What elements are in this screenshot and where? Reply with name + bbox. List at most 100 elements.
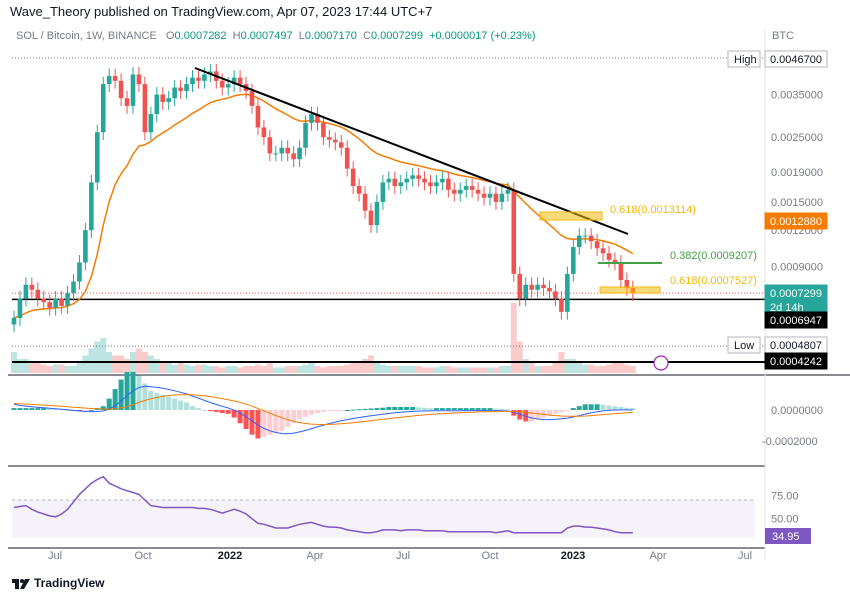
candle-body bbox=[285, 147, 290, 154]
candle-body bbox=[249, 90, 255, 106]
macd-histogram-bar bbox=[600, 404, 606, 410]
macd-histogram-bar bbox=[624, 407, 630, 410]
volume-bar bbox=[338, 366, 345, 373]
footer-brand[interactable]: TradingView bbox=[12, 576, 104, 590]
macd-histogram-bar bbox=[606, 405, 612, 410]
candle-body bbox=[338, 142, 344, 148]
candle-body bbox=[469, 186, 475, 190]
macd-histogram-bar bbox=[29, 408, 35, 410]
candle-body bbox=[71, 281, 76, 294]
candle-body bbox=[315, 114, 320, 123]
price-badge bbox=[764, 352, 828, 370]
candle-body bbox=[124, 98, 130, 106]
candle-body bbox=[410, 175, 415, 179]
high-value: 0.0007497 bbox=[240, 30, 293, 42]
currency-label: BTC bbox=[772, 30, 794, 42]
candle-body bbox=[190, 77, 195, 85]
time-tick-label: Apr bbox=[649, 550, 666, 562]
macd-histogram-bar bbox=[374, 408, 380, 410]
volume-bar bbox=[219, 367, 226, 373]
publisher-line: Wave_Theory published on TradingView.com… bbox=[10, 4, 433, 19]
candle-body bbox=[576, 235, 582, 248]
macd-histogram-bar bbox=[547, 410, 552, 416]
candle-body bbox=[612, 259, 618, 263]
candle-body bbox=[618, 262, 624, 280]
candle-body bbox=[112, 76, 118, 81]
candle-body bbox=[547, 288, 552, 292]
candle-body bbox=[457, 189, 463, 194]
volume-bar bbox=[481, 367, 488, 373]
volume-bar bbox=[225, 366, 232, 373]
macd-histogram-bar bbox=[499, 408, 505, 410]
volume-bar bbox=[623, 364, 630, 373]
price-badge-text: 0.0004807 bbox=[770, 340, 822, 352]
volume-bar bbox=[320, 367, 327, 373]
symbol-name[interactable]: SOL / Bitcoin, 1W, BINANCE bbox=[16, 30, 157, 42]
candle-body bbox=[23, 284, 29, 299]
macd-histogram-bar bbox=[463, 408, 469, 410]
candle-body bbox=[404, 178, 409, 183]
volume-bar bbox=[296, 366, 303, 373]
volume-bar bbox=[457, 367, 464, 373]
volume-bar bbox=[379, 364, 386, 373]
volume-bar bbox=[112, 355, 119, 373]
volume-bar bbox=[28, 362, 35, 373]
candle-body bbox=[416, 175, 421, 179]
price-badge-tag-text: High bbox=[734, 54, 757, 66]
volume-bar bbox=[528, 362, 535, 373]
macd-histogram-bar bbox=[47, 408, 53, 410]
candle-body bbox=[291, 153, 296, 160]
price-badge-text: 0.0046700 bbox=[770, 54, 822, 66]
candle-body bbox=[41, 298, 47, 303]
candle-body bbox=[386, 178, 392, 183]
volume-bar bbox=[391, 366, 398, 373]
macd-histogram-bar bbox=[136, 375, 142, 410]
candle-body bbox=[83, 230, 88, 263]
price-badge bbox=[764, 50, 828, 68]
macd-histogram-bar bbox=[445, 408, 451, 410]
macd-histogram-bar bbox=[535, 410, 541, 420]
macd-histogram-bar bbox=[386, 406, 392, 410]
volume-bar bbox=[385, 366, 392, 373]
volume-bar bbox=[373, 362, 380, 373]
macd-histogram-bar bbox=[160, 394, 166, 410]
volume-bar bbox=[147, 355, 154, 373]
candle-body bbox=[11, 318, 17, 325]
macd-histogram-bar bbox=[112, 389, 118, 410]
macd-histogram-bar bbox=[541, 410, 547, 418]
candle-body bbox=[517, 273, 523, 299]
open-label: O bbox=[165, 30, 175, 42]
candle-body bbox=[582, 235, 588, 237]
candle-body bbox=[565, 273, 570, 312]
candle-body bbox=[35, 289, 41, 299]
candle-body bbox=[344, 147, 350, 169]
candle-body bbox=[267, 137, 273, 154]
macd-histogram-bar bbox=[225, 410, 231, 414]
price-badge-tag bbox=[727, 336, 761, 354]
volume-bar bbox=[201, 364, 208, 373]
candle-body bbox=[231, 77, 237, 85]
macd-histogram-bar bbox=[410, 406, 416, 410]
volume-bar bbox=[344, 364, 351, 373]
candle-body bbox=[374, 201, 380, 226]
macd-histogram-bar bbox=[570, 408, 576, 410]
macd-histogram-bar bbox=[297, 410, 303, 420]
candle-body bbox=[356, 186, 362, 194]
candle-body bbox=[237, 77, 243, 85]
macd-histogram-bar bbox=[249, 410, 255, 435]
macd-histogram-bar bbox=[124, 372, 130, 410]
volume-bar bbox=[415, 366, 422, 373]
trend-line bbox=[194, 67, 629, 235]
candle-body bbox=[17, 298, 23, 319]
macd-histogram-bar bbox=[493, 408, 499, 410]
price-badge-tag-text: Low bbox=[734, 340, 754, 352]
volume-bar bbox=[278, 367, 285, 373]
volume-bar bbox=[362, 359, 369, 373]
volume-bar bbox=[606, 364, 612, 373]
volume-bar bbox=[326, 366, 333, 373]
volume-bar bbox=[439, 366, 446, 373]
macd-line bbox=[13, 385, 633, 435]
macd-histogram-bar bbox=[184, 402, 190, 410]
candle-body bbox=[196, 77, 201, 81]
